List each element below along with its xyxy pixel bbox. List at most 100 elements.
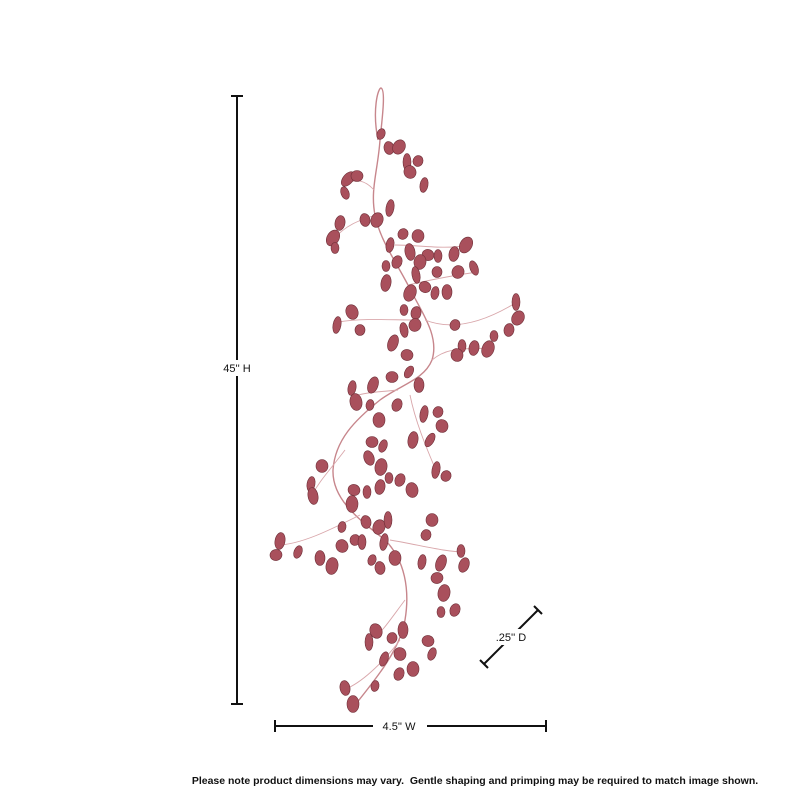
stem — [332, 87, 435, 706]
leaf — [419, 405, 429, 423]
leaf — [364, 633, 374, 651]
leaf — [449, 603, 461, 617]
leaf — [435, 419, 449, 433]
depth-cap — [479, 659, 489, 669]
leaf — [405, 482, 419, 498]
leaf — [425, 513, 439, 527]
leaf — [408, 318, 422, 332]
leaf — [354, 324, 366, 336]
leaf — [430, 286, 440, 300]
leaf — [345, 304, 359, 320]
leaf — [431, 266, 443, 278]
leaf — [431, 461, 441, 479]
leaf — [379, 651, 389, 667]
leaf — [370, 212, 384, 228]
leaf — [417, 554, 427, 570]
leaf — [347, 484, 361, 496]
leaf — [441, 284, 453, 300]
leaf — [403, 165, 417, 179]
leaf — [340, 186, 350, 200]
leaf — [367, 554, 377, 566]
leaf — [381, 260, 391, 272]
leaf — [385, 371, 399, 383]
depth-cap — [533, 605, 543, 615]
height-label: 45'' H — [223, 363, 250, 375]
leaf — [387, 334, 399, 352]
leaf — [421, 635, 435, 647]
leaf — [372, 519, 386, 535]
leaf — [489, 330, 499, 342]
leaf — [350, 170, 364, 182]
leaf — [307, 487, 319, 505]
leaf — [269, 549, 283, 561]
leaf — [404, 243, 416, 261]
leaf — [386, 632, 398, 644]
leaf — [403, 284, 417, 302]
leaf — [365, 436, 379, 448]
leaf — [370, 680, 380, 692]
leaf — [436, 606, 446, 618]
leaf — [403, 365, 415, 379]
leaf — [380, 274, 392, 292]
leaf — [435, 554, 447, 572]
leaf — [407, 431, 419, 449]
width-label: 4.5'' W — [383, 721, 417, 733]
leaf — [388, 550, 402, 566]
leaf — [385, 237, 395, 253]
leaf — [369, 623, 383, 639]
leaf — [458, 557, 470, 573]
leaf — [372, 412, 386, 428]
leaf — [391, 255, 403, 269]
leaf — [437, 584, 451, 602]
disclaimer: Please note product dimensions may vary.… — [192, 775, 758, 787]
leaf — [360, 515, 372, 529]
leaf — [274, 532, 286, 550]
leaf — [450, 348, 464, 362]
leaf — [378, 439, 388, 453]
leaf — [397, 621, 409, 639]
leaf — [511, 293, 521, 311]
leaf — [337, 521, 347, 533]
leaf — [432, 406, 444, 418]
leaf — [379, 533, 389, 551]
garland — [269, 87, 525, 713]
leaf — [359, 213, 371, 227]
leaf — [334, 215, 346, 231]
leaf — [448, 246, 460, 262]
leaf — [365, 399, 375, 411]
leaf — [433, 249, 443, 263]
label-bg — [490, 629, 532, 645]
leaf — [376, 128, 386, 140]
leaf — [357, 534, 367, 550]
leaf — [374, 479, 386, 495]
leaf — [315, 459, 329, 473]
label-bg — [373, 718, 427, 734]
leaf — [440, 470, 452, 482]
leaf — [293, 545, 303, 559]
leaf — [420, 529, 432, 541]
leaf — [394, 473, 406, 487]
leaf — [413, 254, 427, 270]
leaf — [384, 472, 394, 484]
depth-label: .25'' D — [496, 632, 527, 644]
leaf — [325, 557, 339, 575]
leaf — [412, 155, 424, 167]
leaf — [332, 316, 342, 334]
leaf — [411, 266, 421, 284]
leaf — [469, 260, 479, 276]
leaf — [449, 319, 461, 331]
leaf — [385, 199, 395, 217]
leaf — [349, 393, 363, 411]
leaf — [427, 647, 437, 661]
leaf — [481, 340, 495, 358]
leaf — [418, 281, 432, 293]
leaf — [339, 680, 351, 696]
leaf — [383, 511, 393, 529]
leaf — [314, 550, 326, 566]
leaf — [346, 695, 360, 713]
leaf — [456, 544, 466, 558]
leaf — [451, 265, 465, 279]
leaf — [399, 304, 409, 316]
leaf — [511, 310, 525, 326]
leaf — [325, 229, 341, 247]
